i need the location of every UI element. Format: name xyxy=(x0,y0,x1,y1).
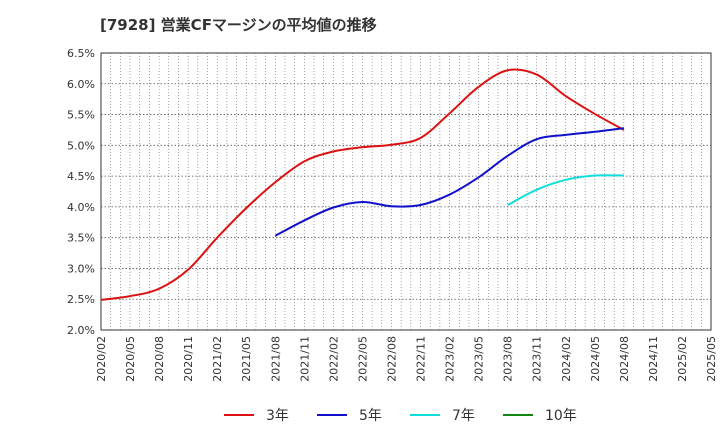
y-tick-label: 3.0% xyxy=(67,262,95,275)
x-tick-label: 2023/05 xyxy=(473,336,486,382)
x-tick-label: 2021/05 xyxy=(240,336,253,382)
y-tick-label: 4.0% xyxy=(67,201,95,214)
y-tick-label: 6.5% xyxy=(67,47,95,60)
x-tick-label: 2022/11 xyxy=(415,336,428,382)
legend-label: 5年 xyxy=(359,408,382,424)
x-tick-label: 2024/08 xyxy=(618,336,631,382)
x-tick-label: 2024/02 xyxy=(560,336,573,382)
x-tick-label: 2021/02 xyxy=(211,336,224,382)
x-tick-label: 2024/05 xyxy=(589,336,602,382)
x-tick-label: 2025/05 xyxy=(705,336,718,382)
x-tick-label: 2020/11 xyxy=(182,336,195,382)
x-tick-label: 2025/02 xyxy=(676,336,689,382)
series-line-3年 xyxy=(100,68,625,301)
y-tick-label: 2.5% xyxy=(67,293,95,306)
y-tick-label: 5.0% xyxy=(67,139,95,152)
x-tick-label: 2022/05 xyxy=(356,336,369,382)
x-tick-label: 2020/02 xyxy=(95,336,108,382)
x-tick-label: 2023/11 xyxy=(531,336,544,382)
y-tick-label: 4.5% xyxy=(67,170,95,183)
x-tick-label: 2023/02 xyxy=(444,336,457,382)
y-tick-label: 5.5% xyxy=(67,109,95,122)
plot-area xyxy=(101,53,711,330)
x-tick-label: 2020/05 xyxy=(124,336,137,382)
legend-label: 7年 xyxy=(452,408,475,424)
x-tick-label: 2024/11 xyxy=(647,336,660,382)
x-tick-label: 2023/08 xyxy=(502,336,515,382)
x-tick-label: 2020/08 xyxy=(153,336,166,382)
x-tick-label: 2022/02 xyxy=(327,336,340,382)
y-tick-label: 2.0% xyxy=(67,324,95,337)
series-line-5年 xyxy=(274,127,624,237)
chart-title: [7928] 営業CFマージンの平均値の推移 xyxy=(100,16,377,34)
x-tick-label: 2022/08 xyxy=(385,336,398,382)
legend-label: 10年 xyxy=(545,408,577,424)
y-tick-label: 3.5% xyxy=(67,232,95,245)
y-tick-label: 6.0% xyxy=(67,78,95,91)
plot-frame xyxy=(100,52,712,331)
x-tick-label: 2021/08 xyxy=(269,336,282,382)
series-line-7年 xyxy=(507,174,624,206)
x-tick-label: 2021/11 xyxy=(298,336,311,382)
legend-label: 3年 xyxy=(266,408,289,424)
